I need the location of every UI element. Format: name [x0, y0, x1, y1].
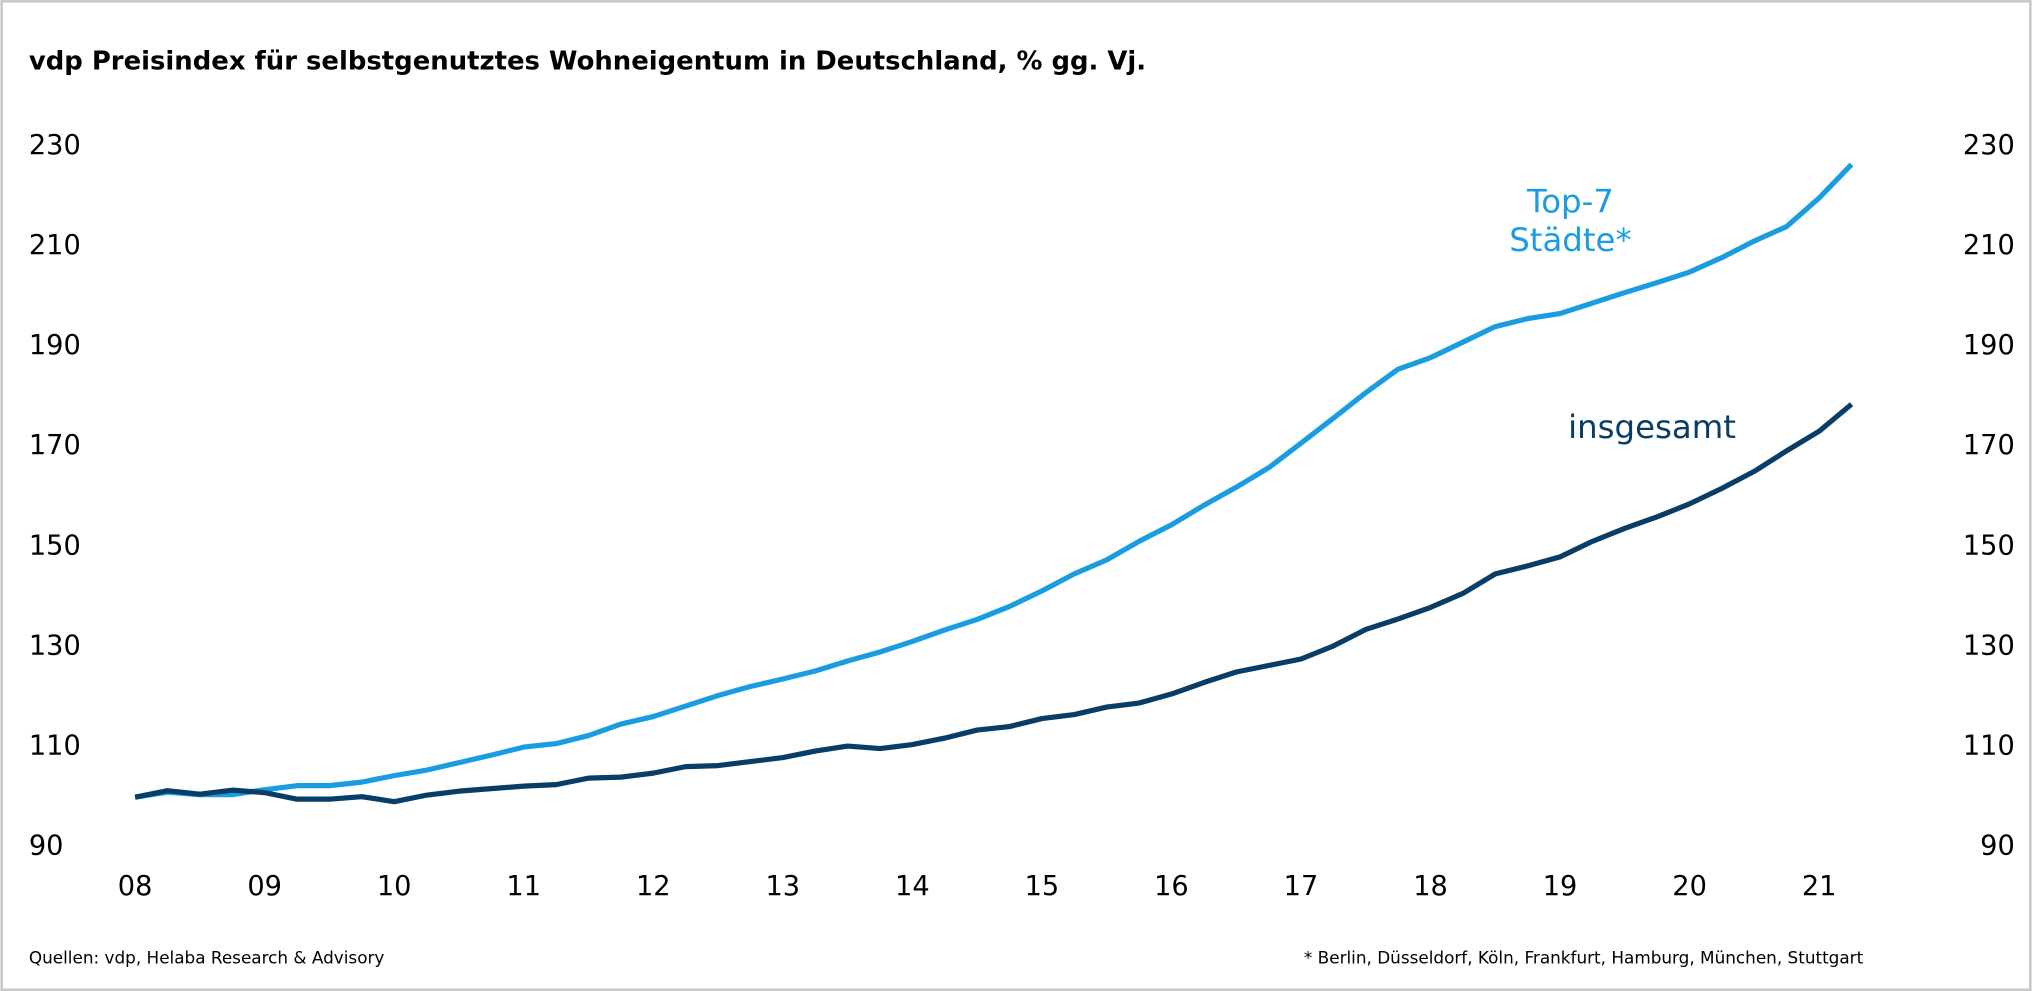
- series-line: [134, 162, 1854, 800]
- y-tick-label: 130: [29, 630, 81, 661]
- x-tick-label: 11: [506, 871, 541, 902]
- x-tick-label: 15: [1025, 871, 1060, 902]
- x-tick-label: 19: [1543, 871, 1578, 902]
- series-label: Top-7 Städte*: [1509, 182, 1631, 259]
- y-tick-label: 110: [29, 731, 81, 762]
- x-tick-label: 16: [1154, 871, 1189, 902]
- y2-tick-label: 110: [1963, 731, 2015, 762]
- y2-tick-label: 90: [1980, 831, 2015, 862]
- y-tick-label: 90: [29, 831, 64, 862]
- x-tick-label: 10: [377, 871, 412, 902]
- x-tick-label: 18: [1413, 871, 1448, 902]
- chart-title: vdp Preisindex für selbstgenutztes Wohne…: [29, 47, 1146, 77]
- source: Quellen: vdp, Helaba Research & Advisory: [29, 948, 385, 968]
- y2-tick-label: 170: [1963, 430, 2015, 461]
- y-tick-label: 190: [29, 330, 81, 361]
- y-tick-label: 170: [29, 430, 81, 461]
- y2-tick-label: 210: [1963, 230, 2015, 261]
- y-tick-label: 150: [29, 530, 81, 561]
- x-tick-label: 17: [1284, 871, 1319, 902]
- x-tick-label: 21: [1802, 871, 1837, 902]
- y2-tick-label: 150: [1963, 530, 2015, 561]
- x-tick-label: 13: [766, 871, 801, 902]
- x-tick-label: 20: [1672, 871, 1707, 902]
- x-tick-label: 12: [636, 871, 671, 902]
- y-tick-label: 210: [29, 230, 81, 261]
- footnote: * Berlin, Düsseldorf, Köln, Frankfurt, H…: [1304, 948, 1864, 968]
- y2-tick-label: 130: [1963, 630, 2015, 661]
- y-tick-label: 230: [29, 130, 81, 161]
- series-label: insgesamt: [1568, 408, 1736, 446]
- y2-tick-label: 190: [1963, 330, 2015, 361]
- x-tick-label: 14: [895, 871, 930, 902]
- series-line: [134, 402, 1854, 805]
- y2-tick-label: 230: [1963, 130, 2015, 161]
- x-tick-label: 09: [247, 871, 282, 902]
- x-tick-label: 08: [118, 871, 153, 902]
